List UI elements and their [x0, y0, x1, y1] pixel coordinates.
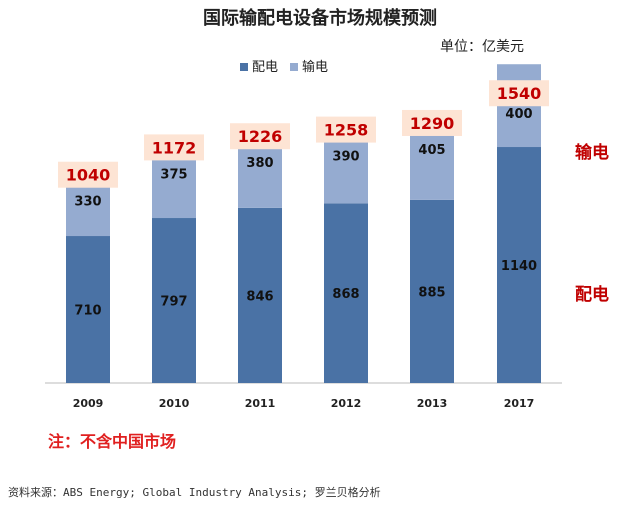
bar-distribution-2010 — [152, 218, 196, 383]
legend-swatch-transmission — [290, 63, 299, 71]
data-label-distribution: 846 — [246, 289, 273, 304]
total-label-box — [58, 161, 118, 188]
total-label: 1540 — [497, 84, 542, 103]
data-label-distribution: 885 — [418, 285, 445, 300]
legend-label-distribution: 配电 — [252, 60, 279, 75]
total-label: 1040 — [66, 166, 111, 185]
chart-title: 国际输配电设备市场规模预测 — [203, 8, 437, 29]
total-label: 1290 — [410, 114, 455, 133]
x-tick-label: 2013 — [417, 397, 448, 410]
x-tick-label: 2010 — [159, 397, 190, 410]
unit-label: 单位：亿美元 — [440, 39, 524, 55]
bar-distribution-2013 — [410, 199, 454, 383]
total-label-box — [316, 116, 376, 143]
data-label-distribution: 710 — [74, 304, 101, 319]
data-label-distribution: 868 — [332, 287, 359, 302]
data-label-transmission: 405 — [418, 143, 445, 158]
total-label: 1172 — [152, 138, 197, 157]
x-tick-label: 2012 — [331, 397, 362, 410]
bar-distribution-2012 — [324, 203, 368, 383]
side-label-distribution: 配电 — [575, 284, 609, 305]
note: 注：不含中国市场 — [48, 432, 177, 451]
total-label-box — [402, 109, 462, 136]
bar-distribution-2009 — [66, 236, 110, 383]
legend-swatch-distribution — [240, 63, 248, 71]
total-label: 1258 — [324, 121, 369, 140]
legend-label-transmission: 输电 — [302, 60, 329, 75]
data-label-transmission: 375 — [160, 167, 187, 182]
total-label: 1226 — [238, 127, 283, 146]
data-label-distribution: 1140 — [501, 259, 537, 274]
data-label-distribution: 797 — [160, 295, 187, 310]
data-label-transmission: 330 — [74, 195, 101, 210]
legend-item-transmission: 输电 — [290, 56, 328, 75]
total-label-box — [230, 123, 290, 150]
x-tick-label: 2011 — [245, 397, 276, 410]
bar-distribution-2011 — [238, 207, 282, 383]
data-label-transmission: 380 — [246, 156, 273, 171]
x-tick-label: 2017 — [504, 397, 535, 410]
bar-distribution-2017 — [497, 147, 541, 383]
legend: 配电 输电 — [240, 56, 328, 75]
data-label-transmission: 400 — [505, 107, 532, 122]
total-label-box — [144, 134, 204, 161]
side-label-transmission: 输电 — [575, 142, 609, 163]
data-label-transmission: 390 — [332, 150, 359, 165]
x-tick-label: 2009 — [73, 397, 104, 410]
total-label-box — [489, 80, 549, 107]
legend-item-distribution: 配电 — [240, 56, 278, 75]
source-text: 资料来源：ABS Energy; Global Industry Analysi… — [8, 486, 381, 499]
